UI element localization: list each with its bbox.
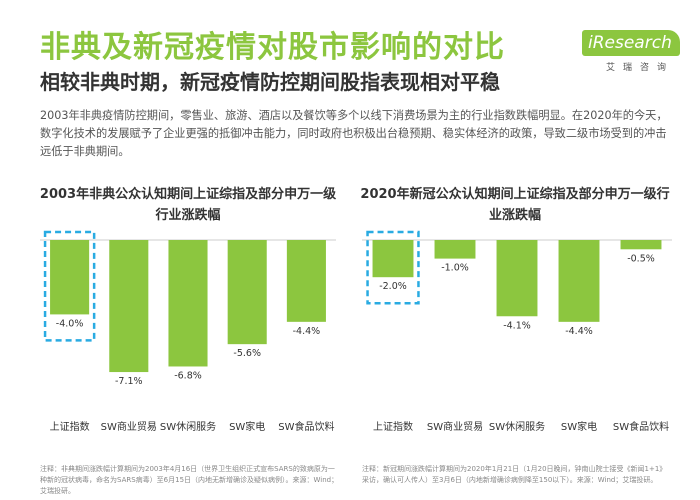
data-label-sars-4: -4.4% (293, 326, 321, 337)
chart-title-2020: 2020年新冠公众认知期间上证综指及部分申万一级行业涨跌幅 (360, 187, 670, 223)
data-label-covid-4: -0.5% (627, 253, 655, 264)
page-title: 非典及新冠疫情对股市影响的对比 (40, 30, 505, 65)
chart-note-2020: 注释：新冠期间涨跌幅计算期间为2020年1月21日（1月20日晚间，钟南山院士接… (362, 465, 667, 484)
page-subtitle: 相较非典时期，新冠疫情防控期间股指表现相对平稳 (40, 70, 500, 94)
data-label-covid-2: -4.1% (503, 320, 531, 331)
highlight-box-covid (366, 230, 420, 305)
bar-sars-4 (286, 240, 326, 322)
category-label-sars-3: SW家电 (229, 420, 265, 433)
bar-covid-3 (558, 240, 600, 322)
iresearch-logo: iResearch 艾瑞咨询 (576, 20, 684, 74)
data-label-covid-3: -4.4% (565, 326, 593, 337)
logo-text: iResearch (588, 33, 672, 53)
bar-sars-0 (50, 240, 90, 315)
category-label-sars-2: SW休闲服务 (160, 420, 216, 433)
data-label-covid-1: -1.0% (441, 263, 469, 274)
highlight-box-sars (43, 230, 96, 342)
data-label-sars-1: -7.1% (115, 376, 143, 387)
bar-covid-2 (496, 240, 538, 317)
logo-cn-text: 艾瑞咨询 (606, 63, 675, 73)
category-label-covid-1: SW商业贸易 (427, 420, 483, 433)
category-label-covid-0: 上证指数 (373, 420, 413, 433)
category-label-covid-3: SW家电 (561, 420, 597, 433)
data-label-sars-0: -4.0% (56, 318, 84, 329)
category-label-sars-1: SW商业贸易 (101, 420, 157, 433)
bar-sars-1 (109, 240, 149, 373)
bar-covid-0 (372, 240, 414, 278)
description-text: 2003年非典疫情防控期间，零售业、旅游、酒店以及餐饮等多个以线下消费场景为主的… (40, 109, 668, 158)
category-label-covid-4: SW食品饮料 (613, 420, 669, 433)
chart-note-2003: 注释：非典期间涨跌幅计算期间为2003年4月16日（世界卫生组织正式宣布SARS… (40, 465, 339, 495)
chart-title-2003: 2003年非典公众认知期间上证综指及部分申万一级行业涨跌幅 (39, 187, 337, 223)
data-label-sars-2: -6.8% (174, 370, 202, 381)
data-label-covid-0: -2.0% (379, 281, 407, 292)
data-label-sars-3: -5.6% (233, 348, 261, 359)
logo-badge (582, 30, 680, 56)
bar-sars-3 (227, 240, 267, 345)
category-label-sars-4: SW食品饮料 (278, 420, 334, 433)
category-label-sars-0: 上证指数 (50, 420, 90, 433)
category-label-covid-2: SW休闲服务 (489, 420, 545, 433)
bar-covid-1 (434, 240, 476, 259)
bar-covid-4 (620, 240, 662, 250)
bar-sars-2 (168, 240, 208, 367)
